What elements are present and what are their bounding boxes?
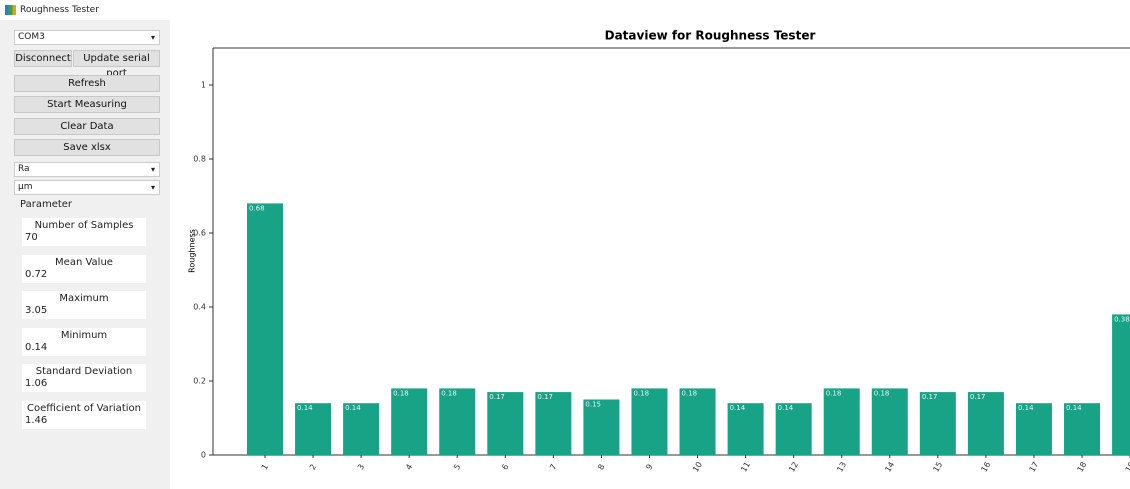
title-bar: Roughness Tester <box>0 0 1130 20</box>
bar-value-label: 0.18 <box>393 389 409 397</box>
y-tick-label: 0 <box>201 451 206 460</box>
bar-value-label: 0.14 <box>297 404 313 412</box>
update-port-button[interactable]: Update serial port <box>73 50 160 79</box>
x-tick-label: 19 <box>1124 460 1130 473</box>
chart: Dataview for Roughness Tester Roughness … <box>170 20 1130 489</box>
x-tick-label: 6 <box>500 463 510 472</box>
bar <box>1015 403 1052 455</box>
bar <box>1064 403 1101 455</box>
bar-value-label: 0.68 <box>249 204 265 212</box>
x-tick-label: 17 <box>1028 460 1041 473</box>
bar-value-label: 0.17 <box>489 393 505 401</box>
y-tick-label: 0.2 <box>193 377 206 386</box>
x-tick-label: 11 <box>739 460 752 473</box>
y-tick-label: 0.4 <box>193 303 206 312</box>
start-button[interactable]: Start Measuring <box>14 96 160 113</box>
x-tick-label: 10 <box>691 460 704 473</box>
app-icon <box>5 5 16 15</box>
field-label: Minimum <box>60 329 108 341</box>
x-tick-label: 4 <box>404 463 414 472</box>
bar <box>439 388 476 455</box>
clear-button[interactable]: Clear Data <box>14 118 160 135</box>
bar <box>823 388 860 455</box>
bar <box>679 388 716 455</box>
refresh-button[interactable]: Refresh <box>14 75 160 92</box>
field-value: 70 <box>25 232 38 243</box>
bar <box>727 403 764 455</box>
disconnect-button[interactable]: Disconnect <box>14 50 72 67</box>
x-tick-label: 12 <box>787 460 800 473</box>
x-tick-label: 16 <box>979 460 992 473</box>
x-tick-label: 18 <box>1076 460 1089 473</box>
bar <box>775 403 812 455</box>
x-tick-label: 13 <box>835 460 848 473</box>
bar <box>871 388 908 455</box>
bar <box>295 403 332 455</box>
parameter-heading: Parameter <box>20 199 73 210</box>
parameter-field: Standard Deviation 1.06 <box>22 364 146 392</box>
field-label: Mean Value <box>55 256 113 268</box>
bar-value-label: 0.14 <box>1066 404 1082 412</box>
parameter-field: Maximum 3.05 <box>22 291 146 319</box>
x-tick-label: 9 <box>644 463 654 472</box>
x-tick-label: 8 <box>596 463 606 472</box>
field-value: 3.05 <box>25 305 48 316</box>
bar-value-label: 0.17 <box>922 393 938 401</box>
bar-value-label: 0.14 <box>1018 404 1034 412</box>
bar-value-label: 0.17 <box>970 393 986 401</box>
bar <box>919 392 956 455</box>
bar <box>583 399 620 455</box>
field-value: 1.06 <box>25 378 48 389</box>
bar-value-label: 0.18 <box>682 389 698 397</box>
bar <box>631 388 668 455</box>
parameter-field: Number of Samples 70 <box>22 218 146 246</box>
bar-value-label: 0.14 <box>778 404 794 412</box>
field-label: Number of Samples <box>34 220 134 231</box>
bar-value-label: 0.14 <box>730 404 746 412</box>
window-title: Roughness Tester <box>20 5 99 15</box>
x-tick-label: 1 <box>260 463 270 472</box>
x-tick-label: 3 <box>356 463 366 472</box>
parameter-field: Minimum 0.14 <box>22 327 146 356</box>
y-tick-label: 0.6 <box>193 229 206 238</box>
bar <box>487 392 524 455</box>
x-tick-label: 15 <box>931 460 944 473</box>
bar <box>343 403 380 455</box>
field-value: 0.72 <box>25 268 48 280</box>
bar-value-label: 0.18 <box>874 389 890 397</box>
bar-value-label: 0.14 <box>345 404 361 412</box>
field-value: 0.14 <box>25 341 48 353</box>
bar <box>535 392 572 455</box>
unit-select[interactable]: µm <box>14 180 160 195</box>
x-tick-label: 2 <box>308 463 318 472</box>
port-select[interactable]: COM3 <box>14 30 160 45</box>
field-value: 1.46 <box>25 414 48 426</box>
bar-value-label: 0.15 <box>585 401 601 409</box>
bar <box>1112 314 1130 455</box>
parameter-field: Mean Value 0.72 <box>22 254 146 283</box>
bar-value-label: 0.18 <box>826 389 842 397</box>
bar-value-label: 0.38 <box>1114 315 1130 323</box>
x-tick-label: 7 <box>548 463 558 472</box>
bar-value-label: 0.17 <box>537 393 553 401</box>
bar <box>247 203 283 455</box>
y-axis-label: Roughness <box>188 229 197 273</box>
y-tick-label: 0.8 <box>193 155 206 164</box>
save-button[interactable]: Save xlsx <box>14 139 160 156</box>
field-label: Coefficient of Variation <box>27 402 141 414</box>
parameter-select[interactable]: Ra <box>14 162 160 177</box>
bar-value-label: 0.18 <box>633 389 649 397</box>
bar-value-label: 0.18 <box>441 389 457 397</box>
field-label: Standard Deviation <box>35 366 133 377</box>
x-tick-label: 5 <box>452 463 462 472</box>
chart-title: Dataview for Roughness Tester <box>605 29 816 43</box>
field-label: Maximum <box>59 293 109 304</box>
bar <box>967 392 1004 455</box>
bar <box>391 388 428 455</box>
parameter-field: Coefficient of Variation 1.46 <box>22 400 146 429</box>
y-tick-label: 1 <box>201 81 206 90</box>
x-tick-label: 14 <box>883 460 896 473</box>
